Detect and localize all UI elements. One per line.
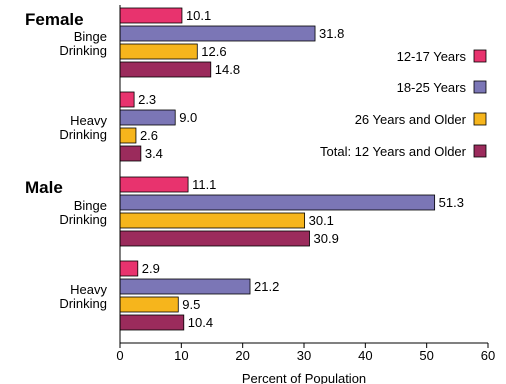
bar bbox=[119, 260, 139, 277]
value-label: 2.6 bbox=[140, 128, 158, 143]
legend-label: 18-25 Years bbox=[397, 80, 467, 95]
category-label: Heavy bbox=[70, 113, 107, 128]
x-tick-label: 10 bbox=[174, 348, 188, 363]
legend-swatch bbox=[473, 49, 487, 63]
value-label: 10.4 bbox=[188, 315, 213, 330]
value-label: 12.6 bbox=[201, 44, 226, 59]
value-label: 3.4 bbox=[145, 146, 163, 161]
bar bbox=[119, 91, 135, 108]
value-label: 9.5 bbox=[182, 297, 200, 312]
bar bbox=[119, 145, 142, 162]
x-tick-label: 40 bbox=[358, 348, 372, 363]
category-label: Drinking bbox=[59, 43, 107, 58]
legend-swatch bbox=[473, 144, 487, 158]
value-label: 30.1 bbox=[309, 213, 334, 228]
bar bbox=[119, 61, 212, 78]
legend-label: 26 Years and Older bbox=[355, 112, 467, 127]
bar bbox=[119, 43, 198, 60]
bar bbox=[119, 230, 310, 247]
value-label: 14.8 bbox=[215, 62, 240, 77]
bar bbox=[119, 314, 185, 331]
bar bbox=[119, 7, 183, 24]
x-tick-label: 30 bbox=[297, 348, 311, 363]
bar bbox=[119, 127, 137, 144]
value-label: 30.9 bbox=[314, 231, 339, 246]
legend: 12-17 Years 18-25 Years 26 Years and Older… bbox=[320, 49, 487, 159]
category-label: Drinking bbox=[59, 212, 107, 227]
legend-swatch bbox=[473, 112, 487, 126]
group-title: Male bbox=[25, 178, 63, 197]
legend-swatch bbox=[473, 80, 487, 94]
bar bbox=[119, 194, 436, 211]
value-label: 2.9 bbox=[142, 261, 160, 276]
x-tick-label: 50 bbox=[419, 348, 433, 363]
bar bbox=[119, 212, 306, 229]
group-title: Female bbox=[25, 10, 84, 29]
legend-label: Total: 12 Years and Older bbox=[320, 144, 467, 159]
x-tick-label: 20 bbox=[235, 348, 249, 363]
category-label: Heavy bbox=[70, 282, 107, 297]
legend-label: 12-17 Years bbox=[397, 49, 467, 64]
x-axis: Percent of Population 0 10 20 30 40 50 60 bbox=[116, 5, 495, 384]
category-label: Drinking bbox=[59, 296, 107, 311]
category-label: Binge bbox=[74, 29, 107, 44]
category-label: Binge bbox=[74, 198, 107, 213]
value-label: 11.1 bbox=[192, 177, 216, 192]
bar bbox=[119, 278, 251, 295]
value-label: 31.8 bbox=[319, 26, 344, 41]
labels-layer: FemaleBingeDrinking10.131.812.614.8Heavy… bbox=[25, 8, 464, 330]
bar bbox=[119, 109, 176, 126]
bar bbox=[119, 176, 189, 193]
bar bbox=[119, 296, 179, 313]
x-axis-title: Percent of Population bbox=[242, 371, 366, 384]
value-label: 10.1 bbox=[186, 8, 211, 23]
value-label: 2.3 bbox=[138, 92, 156, 107]
value-label: 9.0 bbox=[179, 110, 197, 125]
category-label: Drinking bbox=[59, 127, 107, 142]
value-label: 21.2 bbox=[254, 279, 279, 294]
x-tick-label: 60 bbox=[481, 348, 495, 363]
value-label: 51.3 bbox=[439, 195, 464, 210]
bar bbox=[119, 25, 316, 42]
x-tick-label: 0 bbox=[116, 348, 123, 363]
